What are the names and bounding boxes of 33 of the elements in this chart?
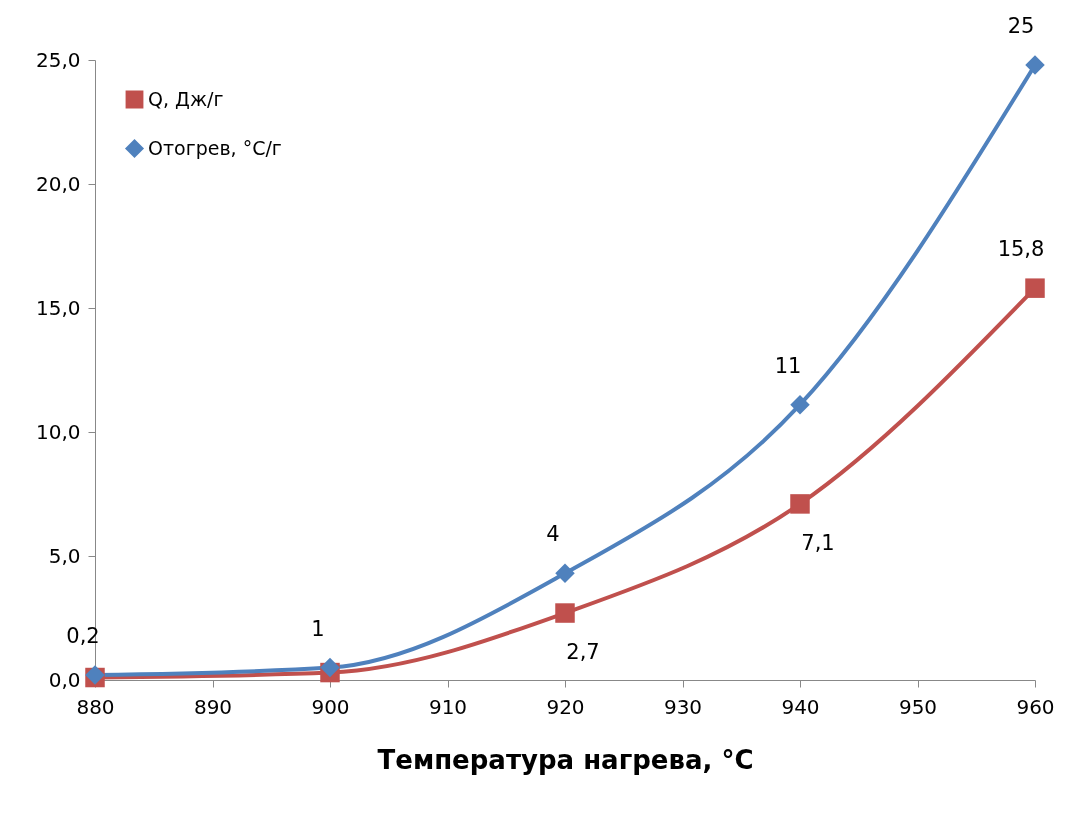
- point: [1025, 55, 1045, 75]
- x-tick-label: 890: [193, 694, 233, 719]
- y-tick-label: 15,0: [35, 295, 81, 320]
- y-tick-label: 5,0: [48, 543, 81, 568]
- data-label: 25: [1007, 13, 1035, 38]
- x-tick-label: 960: [1016, 694, 1055, 719]
- data-label: 0,2: [66, 624, 100, 649]
- y-tick-label: 0,0: [48, 667, 81, 692]
- point: [320, 657, 340, 678]
- point: [790, 494, 810, 514]
- x-axis-title: Температура нагрева, °С: [377, 744, 754, 775]
- y-tick-label: 25,0: [35, 47, 81, 72]
- legend-label: Q, Дж/г: [148, 87, 224, 110]
- x-tick-label: 950: [898, 694, 938, 719]
- data-label: 15,8: [997, 237, 1045, 262]
- data-label: 4: [546, 522, 560, 547]
- legend-label: Отогрев, °С/г: [148, 136, 282, 159]
- x-tick-label: 880: [76, 694, 115, 719]
- data-label: 11: [774, 353, 802, 378]
- point: [555, 563, 575, 584]
- x-tick-label: 930: [663, 694, 703, 719]
- x-tick-label: 940: [781, 694, 820, 719]
- point: [555, 603, 575, 623]
- data-label: 2,7: [566, 640, 600, 665]
- point: [790, 394, 810, 415]
- x-tick-label: 900: [311, 694, 350, 719]
- y-tick-label: 10,0: [35, 419, 81, 444]
- data-label: 1: [311, 616, 325, 641]
- data-label: 7,1: [801, 530, 835, 555]
- y-tick-label: 20,0: [35, 171, 81, 196]
- point: [1025, 278, 1045, 298]
- x-tick-label: 910: [428, 694, 468, 719]
- x-tick-label: 920: [546, 694, 585, 719]
